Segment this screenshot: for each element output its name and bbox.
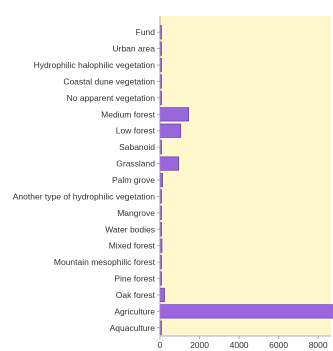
x-tick-label: 2000 — [190, 340, 209, 350]
bar — [159, 304, 333, 319]
bar — [159, 123, 182, 138]
category-label: Mangrove — [117, 208, 155, 218]
category-label: Oak forest — [116, 290, 156, 300]
x-tick-label: 6000 — [269, 340, 288, 350]
x-tick-label: 0 — [158, 340, 163, 350]
plot-area — [160, 16, 331, 336]
category-label: Mountain mesophilic forest — [54, 257, 156, 267]
category-labels: Fund Urban area Hydrophilic halophilic veg… — [13, 27, 160, 333]
category-label: Fund — [136, 27, 156, 37]
category-label: Agriculture — [114, 306, 155, 316]
category-label: No apparent vegetation — [67, 93, 156, 103]
category-label: Coastal dune vegetation — [63, 76, 155, 86]
category-label: Mixed forest — [109, 241, 156, 251]
x-tick-label: 8000 — [309, 340, 328, 350]
category-label: Water bodies — [105, 224, 155, 234]
category-label: Palm grove — [112, 175, 155, 185]
category-label: Urban area — [112, 44, 155, 54]
category-label: Pine forest — [114, 274, 155, 284]
category-label: Hydrophilic halophilic vegetation — [34, 60, 156, 70]
bar — [159, 156, 180, 171]
x-axis-ticks: 0 2000 4000 6000 8000 — [158, 336, 328, 350]
bar — [159, 107, 190, 122]
category-label: Another type of hydrophilic vegetation — [13, 191, 156, 201]
category-label: Low forest — [116, 126, 156, 136]
category-label: Medium forest — [101, 109, 155, 119]
category-label: Aquaculture — [110, 323, 156, 333]
category-label: Grassland — [116, 159, 155, 169]
bar — [159, 287, 165, 303]
x-tick-label: 4000 — [230, 340, 249, 350]
category-label: Sabanoid — [119, 142, 155, 152]
